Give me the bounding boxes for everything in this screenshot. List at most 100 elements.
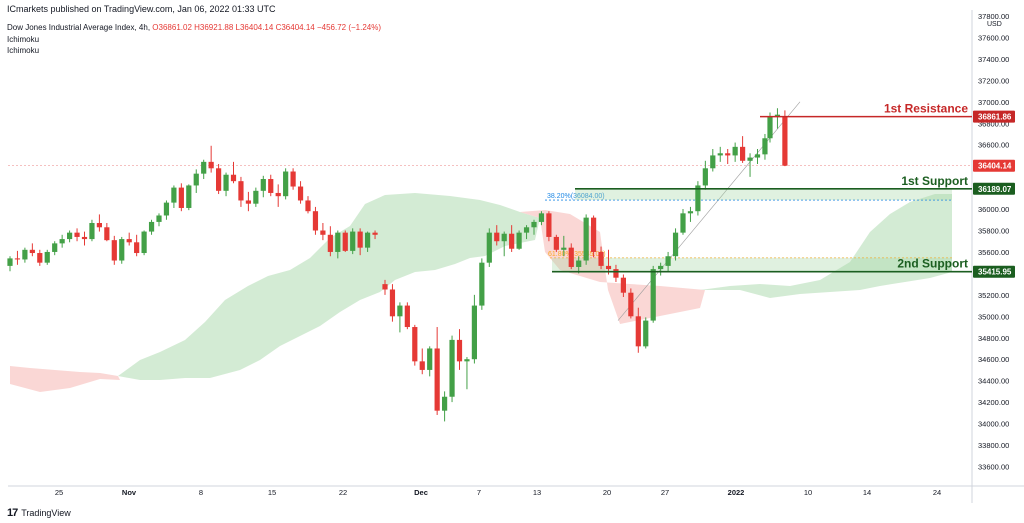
candle-body <box>201 161 207 174</box>
price-tag-label: 36861.86 <box>978 113 1012 122</box>
candle-body <box>37 253 43 263</box>
candle-body <box>516 232 522 249</box>
y-tick-label: 35400.00 <box>978 269 1009 278</box>
candle-body <box>628 292 634 317</box>
candle-body <box>268 179 274 193</box>
y-tick-label: 33800.00 <box>978 441 1009 450</box>
x-tick-label: 2022 <box>728 488 745 497</box>
candle-body <box>427 348 433 370</box>
candle-body <box>643 320 649 347</box>
candle-body <box>372 232 378 235</box>
y-tick-label: 36200.00 <box>978 184 1009 193</box>
candle-body <box>89 222 95 240</box>
x-tick-label: 13 <box>533 488 541 497</box>
candle-body <box>119 239 125 261</box>
candle-body <box>767 116 773 139</box>
candle-body <box>725 153 731 156</box>
indicator-label-1[interactable]: Ichimoku <box>7 35 40 44</box>
candle-body <box>531 221 537 228</box>
y-tick-label: 33600.00 <box>978 462 1009 471</box>
candle-body <box>52 243 58 252</box>
candle-body <box>740 146 746 161</box>
y-tick-label: 36600.00 <box>978 141 1009 150</box>
candle-body <box>178 187 184 208</box>
x-tick-label: 8 <box>199 488 203 497</box>
ohlc-legend: Dow Jones Industrial Average Index, 4h, … <box>7 23 381 32</box>
candle-body <box>635 316 641 347</box>
candle-body <box>193 173 199 186</box>
level-label: 2nd Support <box>897 257 968 271</box>
candle-body <box>568 247 574 267</box>
candle-body <box>650 269 656 321</box>
candle-body <box>782 116 788 166</box>
candle-body <box>67 232 73 240</box>
level-label: 1st Support <box>901 174 968 188</box>
candle-body <box>22 249 28 260</box>
candle-body <box>479 262 485 306</box>
candle-body <box>238 181 244 201</box>
y-tick-label: 36800.00 <box>978 119 1009 128</box>
indicator-label-2[interactable]: Ichimoku <box>7 46 40 55</box>
ichimoku-cloud-bearish-1 <box>10 366 120 392</box>
candle-body <box>283 171 289 197</box>
candle-body <box>419 361 425 370</box>
candle-body <box>412 327 418 362</box>
candle-body <box>486 232 492 263</box>
candle-body <box>148 221 155 232</box>
candle-body <box>171 187 177 203</box>
candle-body <box>357 231 363 248</box>
y-tick-label: 35000.00 <box>978 312 1009 321</box>
candle-body <box>449 339 455 397</box>
candle-body <box>141 231 147 254</box>
candle-body <box>702 168 708 186</box>
candle-body <box>96 222 102 228</box>
candle-body <box>710 155 716 169</box>
x-tick-label: 27 <box>661 488 669 497</box>
high-value: H36921.88 <box>194 23 234 32</box>
candle-body <box>290 171 296 187</box>
candle-body <box>717 153 723 156</box>
candle-body <box>253 190 259 204</box>
candle-body <box>658 265 664 270</box>
candle-body <box>320 230 326 235</box>
candle-body <box>464 359 470 362</box>
candle-body <box>104 227 110 241</box>
candle-body <box>327 234 333 252</box>
low-value: L36404.14 <box>235 23 274 32</box>
candle-body <box>687 211 694 214</box>
candle-body <box>29 249 35 254</box>
candle-body <box>620 277 626 293</box>
candle-body <box>156 215 162 222</box>
candle-body <box>163 202 170 216</box>
candle-body <box>382 284 388 290</box>
price-tag <box>973 110 1015 123</box>
candle-body <box>397 305 403 317</box>
support-zone-1 <box>575 188 952 201</box>
candle-body <box>774 114 781 117</box>
symbol-title: Dow Jones Industrial Average Index, 4h, <box>7 23 151 32</box>
y-tick-label: 36400.00 <box>978 162 1009 171</box>
price-tag-label: 36404.14 <box>978 162 1012 171</box>
candle-body <box>583 217 589 261</box>
candle-body <box>695 185 701 212</box>
fib-label: 61.80%(35545.00) <box>548 251 606 258</box>
candle-body <box>598 251 604 266</box>
y-tick-label: 34800.00 <box>978 334 1009 343</box>
support-zone-2 <box>552 257 952 272</box>
ichimoku-cloud-bearish-2 <box>520 210 705 324</box>
y-tick-label: 37600.00 <box>978 33 1009 42</box>
candle-body <box>59 239 65 244</box>
candle-body <box>305 200 311 212</box>
y-tick-label: 37200.00 <box>978 76 1009 85</box>
candle-body <box>605 265 612 270</box>
candle-body <box>126 239 132 243</box>
price-tag <box>973 265 1015 278</box>
candle-body <box>260 179 266 191</box>
y-tick-label: 35600.00 <box>978 248 1009 257</box>
candle-body <box>74 232 80 237</box>
candle-body <box>335 232 341 252</box>
candle-body <box>591 217 597 252</box>
trend-line <box>617 101 801 321</box>
